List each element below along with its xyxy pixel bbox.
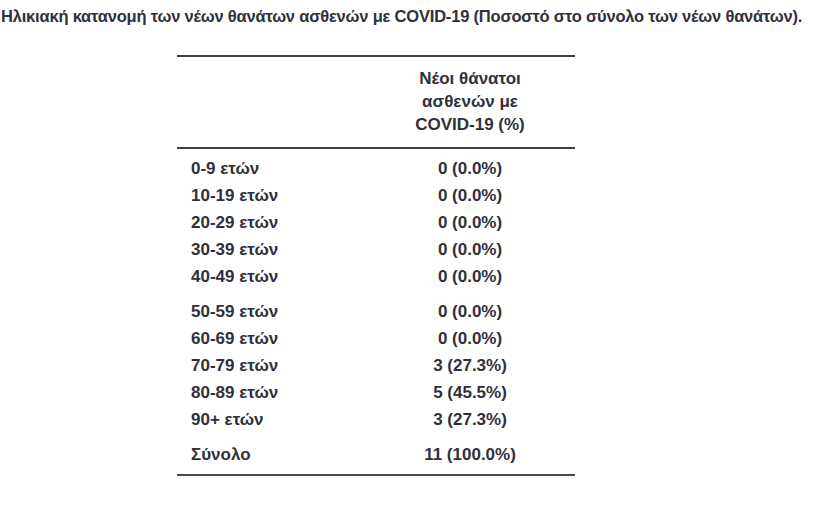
table-row: 0-9 ετών 0 (0.0%) <box>177 155 575 182</box>
row-group-50-90plus: 50-59 ετών 0 (0.0%) 60-69 ετών 0 (0.0%) … <box>177 298 575 433</box>
table-row: 60-69 ετών 0 (0.0%) <box>177 325 575 352</box>
total-label: Σύνολο <box>177 445 365 465</box>
deaths-value: 0 (0.0%) <box>365 213 575 233</box>
table-row: 80-89 ετών 5 (45.5%) <box>177 379 575 406</box>
age-group-label: 0-9 ετών <box>177 159 365 179</box>
age-group-label: 30-39 ετών <box>177 240 365 260</box>
table-row: 10-19 ετών 0 (0.0%) <box>177 182 575 209</box>
header-line-1: Νέοι θάνατοι <box>365 67 575 90</box>
age-group-label: 70-79 ετών <box>177 356 365 376</box>
age-group-label: 40-49 ετών <box>177 267 365 287</box>
table-row: 70-79 ετών 3 (27.3%) <box>177 352 575 379</box>
table-row: 20-29 ετών 0 (0.0%) <box>177 209 575 236</box>
deaths-value: 0 (0.0%) <box>365 302 575 322</box>
deaths-value: 3 (27.3%) <box>365 356 575 376</box>
row-group-0-49: 0-9 ετών 0 (0.0%) 10-19 ετών 0 (0.0%) 20… <box>177 155 575 290</box>
table-body: 0-9 ετών 0 (0.0%) 10-19 ετών 0 (0.0%) 20… <box>177 149 575 476</box>
deaths-value: 0 (0.0%) <box>365 240 575 260</box>
header-line-2: ασθενών με <box>365 90 575 113</box>
age-group-label: 10-19 ετών <box>177 186 365 206</box>
table-header: Νέοι θάνατοι ασθενών με COVID-19 (%) <box>177 57 575 149</box>
deaths-value: 0 (0.0%) <box>365 159 575 179</box>
deaths-value: 3 (27.3%) <box>365 410 575 430</box>
value-column-header: Νέοι θάνατοι ασθενών με COVID-19 (%) <box>365 67 575 136</box>
total-section: Σύνολο 11 (100.0%) <box>177 441 575 476</box>
deaths-value: 0 (0.0%) <box>365 329 575 349</box>
age-group-label: 20-29 ετών <box>177 213 365 233</box>
age-group-label: 80-89 ετών <box>177 383 365 403</box>
deaths-value: 0 (0.0%) <box>365 267 575 287</box>
age-group-label: 50-59 ετών <box>177 302 365 322</box>
table-row: 30-39 ετών 0 (0.0%) <box>177 236 575 263</box>
page-title: Ηλικιακή κατανομή των νέων θανάτων ασθεν… <box>1 7 802 26</box>
age-group-label: 90+ ετών <box>177 410 365 430</box>
table-row: 40-49 ετών 0 (0.0%) <box>177 263 575 290</box>
header-line-3: COVID-19 (%) <box>365 113 575 136</box>
age-group-label: 60-69 ετών <box>177 329 365 349</box>
total-row: Σύνολο 11 (100.0%) <box>177 441 575 468</box>
total-value: 11 (100.0%) <box>365 445 575 465</box>
table-row: 90+ ετών 3 (27.3%) <box>177 406 575 433</box>
table-row: 50-59 ετών 0 (0.0%) <box>177 298 575 325</box>
age-distribution-table: Νέοι θάνατοι ασθενών με COVID-19 (%) 0-9… <box>177 55 575 476</box>
deaths-value: 0 (0.0%) <box>365 186 575 206</box>
deaths-value: 5 (45.5%) <box>365 383 575 403</box>
